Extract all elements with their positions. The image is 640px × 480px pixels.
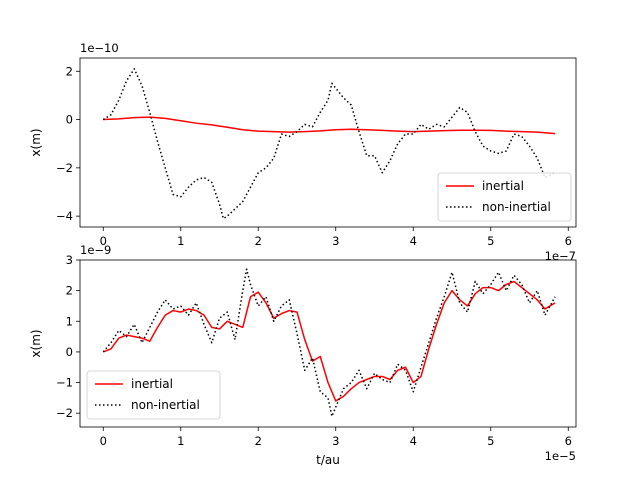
y-tick-label: −2 (56, 161, 73, 175)
y-tick-label: 0 (66, 113, 73, 127)
y-axis-label: x(m) (29, 128, 43, 156)
legend-box (437, 172, 572, 222)
x-tick-label: 4 (410, 434, 417, 448)
x-tick-label: 5 (487, 234, 494, 248)
chart-top: 0 1 2 3 4 5 6 −4 −2 0 2 1e−10 1e−7 x(m) inertial non-in… (29, 41, 577, 263)
series-line-inertial (102, 280, 556, 402)
chart-bottom: 0 1 2 3 4 5 6 −2 −1 0 1 2 3 1e−9 1e−5 x(m) t/au inertial n… (29, 243, 577, 467)
legend-label-inertial: inertial (131, 377, 173, 391)
series-line-non-inertial (102, 268, 556, 418)
x-tick-label: 0 (100, 234, 107, 248)
x-tick-label: 3 (332, 234, 339, 248)
y-offset-label: 1e−9 (80, 243, 111, 257)
x-tick-label: 0 (100, 434, 107, 448)
x-tick-label: 2 (255, 434, 262, 448)
y-tick-label: 2 (66, 64, 73, 78)
series-line-non-inertial (102, 68, 556, 220)
legend-label-non-inertial: non-inertial (131, 398, 200, 412)
x-tick-label: 6 (565, 434, 572, 448)
x-tick-label: 1 (177, 434, 184, 448)
x-offset-label: 1e−7 (545, 249, 576, 263)
y-tick-label: 1 (66, 314, 73, 328)
y-tick-label: 3 (66, 253, 73, 267)
legend: inertial non-inertial (437, 172, 572, 222)
axes-frame (79, 259, 577, 428)
x-tick-label: 6 (565, 234, 572, 248)
y-offset-label: 1e−10 (80, 41, 119, 55)
x-axis-label: t/au (316, 453, 340, 467)
x-tick-label: 5 (487, 434, 494, 448)
y-tick-label: −4 (56, 209, 73, 223)
y-axis-label: x(m) (29, 329, 43, 357)
y-tick-label: 2 (66, 284, 73, 298)
x-tick-label: 3 (332, 434, 339, 448)
axes-frame (79, 57, 577, 228)
x-tick-label: 4 (410, 234, 417, 248)
y-tick-label: 0 (66, 345, 73, 359)
y-tick-label: −2 (56, 406, 73, 420)
y-tick-label: −1 (56, 376, 73, 390)
legend-box (86, 370, 221, 420)
legend-label-inertial: inertial (482, 179, 524, 193)
series-line-inertial (103, 116, 556, 135)
legend: inertial non-inertial (86, 370, 221, 420)
x-tick-label: 2 (255, 234, 262, 248)
x-offset-label: 1e−5 (545, 449, 576, 463)
legend-label-non-inertial: non-inertial (482, 200, 551, 214)
x-tick-label: 1 (177, 234, 184, 248)
